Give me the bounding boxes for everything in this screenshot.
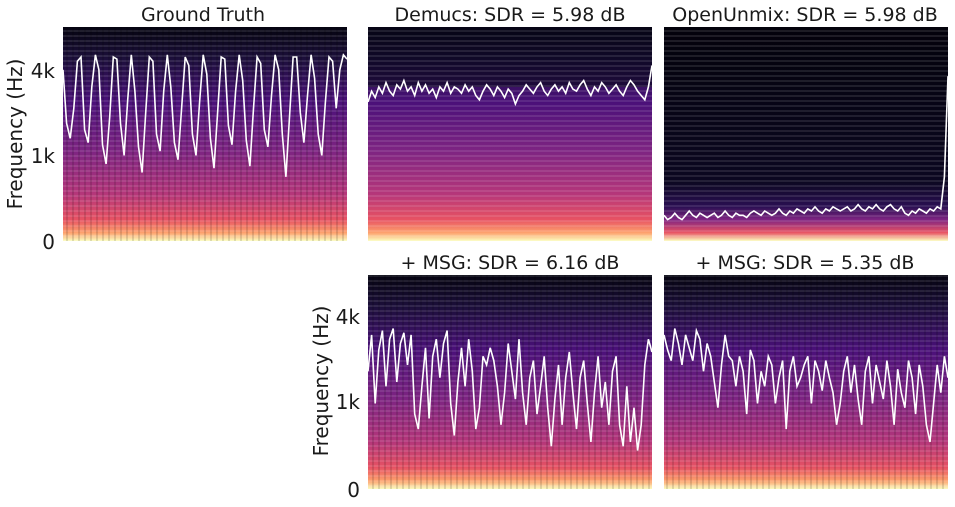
panel-title: OpenUnmix: SDR = 5.98 dB xyxy=(672,4,938,26)
y-tick-label: 1k xyxy=(336,390,361,414)
panel-demucs: Demucs: SDR = 5.98 dB xyxy=(367,4,653,241)
panel-openunmix: OpenUnmix: SDR = 5.98 dB xyxy=(663,4,949,241)
panel-ground-truth: Ground Truth Frequency (Hz) 0 1k 4k xyxy=(3,4,348,254)
y-tick-label: 0 xyxy=(42,230,55,254)
spectrogram-texture xyxy=(368,275,652,489)
pitch-contour-line xyxy=(663,327,949,443)
y-tick-label: 1k xyxy=(31,144,56,168)
panel-msg-openunmix: + MSG: SDR = 5.35 dB xyxy=(663,252,949,489)
spectrogram-texture xyxy=(664,275,948,489)
panel-title: + MSG: SDR = 6.16 dB xyxy=(401,252,620,274)
panel-title: Demucs: SDR = 5.98 dB xyxy=(395,4,626,26)
panel-title: Ground Truth xyxy=(141,4,265,26)
pitch-contour-line xyxy=(663,76,949,221)
y-axis-label: Frequency (Hz) xyxy=(309,306,333,457)
spectrogram-texture xyxy=(664,27,948,241)
y-tick-label: 0 xyxy=(347,478,360,502)
y-tick-label: 4k xyxy=(336,305,361,329)
panel-title: + MSG: SDR = 5.35 dB xyxy=(696,252,915,274)
pitch-contour-line xyxy=(367,328,653,451)
pitch-contour-line xyxy=(367,65,653,107)
y-axis-label: Frequency (Hz) xyxy=(3,59,27,210)
spectrogram-texture xyxy=(368,27,652,241)
panel-msg-demucs: + MSG: SDR = 6.16 dB Frequency (Hz) 0 1k… xyxy=(309,252,653,502)
y-tick-label: 4k xyxy=(31,59,56,83)
pitch-contour-line xyxy=(62,53,348,177)
